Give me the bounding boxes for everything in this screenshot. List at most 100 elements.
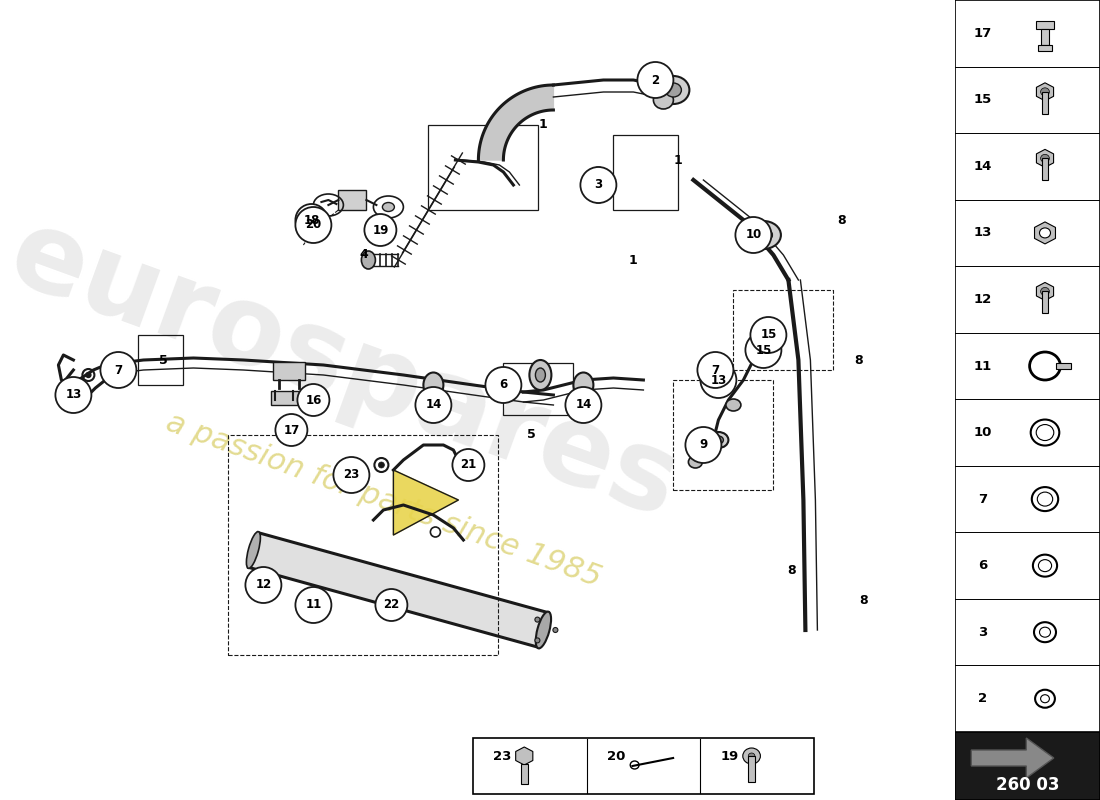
Text: a passion for parts since 1985: a passion for parts since 1985 xyxy=(162,407,605,593)
Text: 12: 12 xyxy=(974,293,991,306)
Ellipse shape xyxy=(535,638,540,643)
Circle shape xyxy=(748,753,755,759)
Circle shape xyxy=(364,214,396,246)
Text: 12: 12 xyxy=(255,578,272,591)
Polygon shape xyxy=(1036,83,1054,101)
Text: 14: 14 xyxy=(575,398,592,411)
Text: 4: 4 xyxy=(359,249,367,262)
Ellipse shape xyxy=(535,617,540,622)
Polygon shape xyxy=(516,747,532,765)
Ellipse shape xyxy=(362,251,375,269)
Polygon shape xyxy=(1034,222,1056,244)
Circle shape xyxy=(55,377,91,413)
Text: 8: 8 xyxy=(837,214,846,226)
Text: 5: 5 xyxy=(160,354,168,366)
Text: 16: 16 xyxy=(305,394,321,406)
FancyBboxPatch shape xyxy=(955,0,1100,732)
Bar xyxy=(521,764,528,784)
Circle shape xyxy=(245,567,282,603)
Circle shape xyxy=(1040,228,1050,238)
Circle shape xyxy=(581,167,616,203)
Circle shape xyxy=(750,317,786,353)
Bar xyxy=(748,756,755,782)
Ellipse shape xyxy=(536,368,546,382)
Text: 19: 19 xyxy=(372,223,388,237)
Text: 22: 22 xyxy=(383,598,399,611)
Text: 15: 15 xyxy=(974,94,991,106)
Circle shape xyxy=(1041,287,1049,295)
Ellipse shape xyxy=(726,399,741,411)
Circle shape xyxy=(746,332,781,368)
Circle shape xyxy=(296,207,331,243)
Circle shape xyxy=(296,587,331,623)
Ellipse shape xyxy=(658,76,690,104)
Ellipse shape xyxy=(714,363,733,377)
Ellipse shape xyxy=(383,202,395,211)
Bar xyxy=(1056,363,1071,369)
Text: 7: 7 xyxy=(978,493,987,506)
Circle shape xyxy=(275,414,307,446)
Text: 20: 20 xyxy=(306,218,321,231)
Circle shape xyxy=(736,217,771,253)
Circle shape xyxy=(697,352,734,388)
Text: 17: 17 xyxy=(974,26,991,40)
Circle shape xyxy=(452,449,484,481)
Circle shape xyxy=(375,589,407,621)
Circle shape xyxy=(637,62,673,98)
Ellipse shape xyxy=(708,432,728,448)
Ellipse shape xyxy=(553,627,558,633)
Ellipse shape xyxy=(529,360,551,390)
Circle shape xyxy=(416,387,451,423)
Text: 7: 7 xyxy=(712,363,719,377)
Text: 8: 8 xyxy=(788,563,795,577)
Ellipse shape xyxy=(587,167,609,202)
Bar xyxy=(1038,46,1052,51)
Ellipse shape xyxy=(573,373,593,398)
Bar xyxy=(1036,22,1054,30)
FancyBboxPatch shape xyxy=(339,190,366,210)
Text: 13: 13 xyxy=(65,389,81,402)
Bar xyxy=(1042,291,1048,314)
Circle shape xyxy=(297,384,329,416)
Text: 14: 14 xyxy=(974,160,991,173)
Circle shape xyxy=(1041,154,1049,162)
Polygon shape xyxy=(1036,282,1054,301)
FancyBboxPatch shape xyxy=(274,362,306,380)
Text: 9: 9 xyxy=(700,438,707,451)
Ellipse shape xyxy=(689,456,703,468)
Text: 10: 10 xyxy=(746,229,761,242)
Ellipse shape xyxy=(653,91,673,109)
Text: 3: 3 xyxy=(594,178,603,191)
Ellipse shape xyxy=(755,228,772,242)
Circle shape xyxy=(565,387,602,423)
Bar xyxy=(1041,30,1049,46)
Polygon shape xyxy=(971,738,1054,778)
Text: 17: 17 xyxy=(284,423,299,437)
Text: 23: 23 xyxy=(494,750,512,762)
Text: 8: 8 xyxy=(854,354,862,366)
Text: 7: 7 xyxy=(114,363,122,377)
Text: 8: 8 xyxy=(859,594,868,606)
Ellipse shape xyxy=(536,612,551,648)
Ellipse shape xyxy=(714,436,724,444)
Text: 18: 18 xyxy=(304,214,320,226)
Circle shape xyxy=(100,352,136,388)
Text: 1: 1 xyxy=(629,254,638,266)
Text: 15: 15 xyxy=(756,343,771,357)
Ellipse shape xyxy=(378,462,384,468)
FancyBboxPatch shape xyxy=(473,738,814,794)
Circle shape xyxy=(296,204,328,236)
Text: eurospares: eurospares xyxy=(0,199,692,541)
Text: 15: 15 xyxy=(760,329,777,342)
Text: 21: 21 xyxy=(460,458,476,471)
Text: 14: 14 xyxy=(426,398,441,411)
Text: 19: 19 xyxy=(720,750,739,762)
Ellipse shape xyxy=(424,373,443,398)
Polygon shape xyxy=(1036,150,1054,167)
Ellipse shape xyxy=(746,221,781,249)
Text: 20: 20 xyxy=(607,750,626,762)
Polygon shape xyxy=(478,85,553,160)
Text: 23: 23 xyxy=(343,469,360,482)
Text: 10: 10 xyxy=(974,426,991,439)
Polygon shape xyxy=(249,533,548,647)
